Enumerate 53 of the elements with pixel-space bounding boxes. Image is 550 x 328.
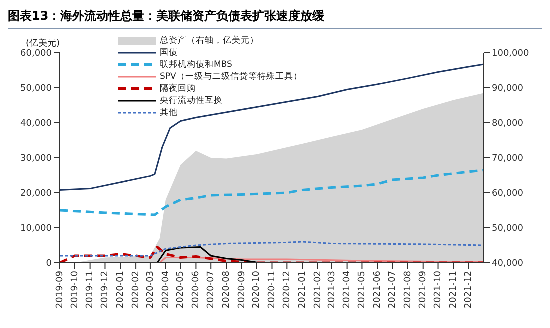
x-tick-label: 2021-10 bbox=[434, 270, 444, 309]
x-tick-label: 2020-03 bbox=[146, 271, 156, 309]
y-axis-title: (亿美元) bbox=[26, 38, 60, 49]
x-tick-label: 2020-09 bbox=[237, 270, 248, 309]
legend-label: 央行流动性互换 bbox=[160, 95, 223, 107]
x-tick-label: 2020-02 bbox=[131, 271, 142, 309]
x-tick-label: 2021-02 bbox=[313, 271, 324, 309]
chart-title: 图表13：海外流动性总量：美联储资产负债表扩张速度放缓 bbox=[8, 8, 542, 29]
y-tick-label: 0 bbox=[46, 259, 52, 270]
x-tick-label: 2020-05 bbox=[176, 271, 186, 309]
x-tick-label: 2021-06 bbox=[373, 270, 384, 309]
y2-tick-label: 90,000 bbox=[492, 84, 524, 94]
x-tick-label: 2019-12 bbox=[100, 271, 111, 309]
x-tick-label: 2021-05 bbox=[358, 271, 368, 309]
x-tick-label: 2021-08 bbox=[403, 270, 414, 309]
y2-tick-label: 70,000 bbox=[492, 154, 524, 164]
x-tick-label: 2019-10 bbox=[70, 270, 80, 309]
legend-label: 总资产（右轴，亿美元） bbox=[160, 35, 259, 47]
x-tick-label: 2021-03 bbox=[327, 271, 338, 309]
y2-tick-label: 40,000 bbox=[492, 259, 524, 270]
y2-tick-label: 100,000 bbox=[492, 49, 530, 60]
y2-tick-label: 60,000 bbox=[492, 189, 524, 200]
legend-label: 其他 bbox=[160, 107, 178, 119]
legend-label: 联邦机构债和MBS bbox=[160, 59, 232, 71]
y-tick-label: 10,000 bbox=[20, 224, 52, 234]
y2-tick-label: 50,000 bbox=[492, 224, 524, 234]
legend-label: 国债 bbox=[160, 47, 178, 59]
x-tick-label: 2021-04 bbox=[342, 270, 353, 309]
x-tick-label: 2020-08 bbox=[222, 270, 232, 309]
x-tick-label: 2020-04 bbox=[161, 270, 172, 309]
x-tick-label: 2021-01 bbox=[298, 271, 308, 309]
x-tick-label: 2020-07 bbox=[206, 271, 216, 309]
x-tick-label: 2021-07 bbox=[388, 271, 398, 309]
legend-label: SPV（一级与二级信贷等特殊工具） bbox=[160, 71, 302, 83]
legend-label: 隔夜回购 bbox=[160, 83, 196, 95]
line-series bbox=[60, 241, 484, 257]
y2-tick-label: 80,000 bbox=[492, 119, 524, 130]
y-tick-label: 50,000 bbox=[20, 84, 52, 94]
line-series bbox=[60, 169, 484, 216]
y-tick-label: 60,000 bbox=[20, 49, 52, 60]
x-tick-label: 2021-12 bbox=[464, 271, 474, 309]
x-tick-label: 2021-11 bbox=[449, 271, 460, 309]
y-tick-label: 20,000 bbox=[20, 189, 52, 200]
x-tick-label: 2021-09 bbox=[418, 270, 429, 309]
x-tick-label: 2020-10 bbox=[252, 270, 262, 309]
y-tick-label: 30,000 bbox=[20, 154, 52, 164]
x-tick-label: 2020-01 bbox=[116, 271, 126, 309]
x-tick-label: 2020-06 bbox=[192, 270, 202, 309]
x-tick-label: 2019-09 bbox=[55, 270, 66, 309]
x-tick-label: 2020-12 bbox=[282, 271, 293, 309]
y-tick-label: 40,000 bbox=[20, 119, 52, 130]
x-tick-label: 2020-11 bbox=[268, 271, 278, 309]
x-tick-label: 2019-11 bbox=[86, 271, 96, 309]
